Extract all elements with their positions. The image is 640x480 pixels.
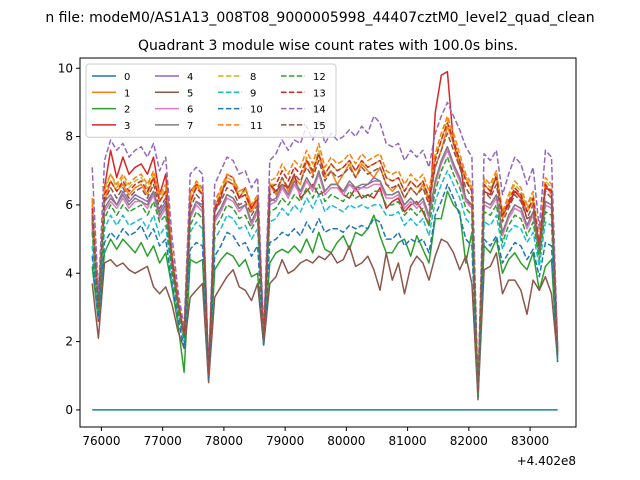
legend-label-2: 2	[124, 105, 130, 116]
y-tick-label: 10	[58, 61, 73, 75]
legend-label-9: 9	[250, 88, 256, 99]
legend-label-10: 10	[250, 105, 263, 116]
chart-title: Quadrant 3 module wise count rates with …	[138, 38, 518, 54]
legend-label-4: 4	[187, 72, 193, 83]
x-axis: 76000 77000 78000 79000 80000 81000 82000 83000	[82, 427, 549, 448]
series-line-10	[91, 183, 559, 398]
x-tick-label: 78000	[205, 434, 243, 448]
y-tick-label: 0	[65, 403, 73, 417]
legend-label-13: 13	[313, 88, 326, 99]
x-tick-label: 80000	[327, 434, 365, 448]
y-tick-label: 8	[65, 130, 73, 144]
legend-label-0: 0	[124, 72, 130, 83]
legend-label-12: 12	[313, 72, 326, 83]
series-line-9	[91, 170, 559, 398]
x-tick-label: 77000	[144, 434, 182, 448]
y-tick-label: 6	[65, 198, 73, 212]
legend-label-3: 3	[124, 121, 130, 132]
x-tick-label: 83000	[511, 434, 549, 448]
legend-label-7: 7	[187, 121, 193, 132]
series-line-12	[91, 156, 559, 398]
series-line-8	[91, 118, 559, 394]
series-line-5	[91, 238, 559, 401]
series-line-15	[91, 132, 559, 394]
legend-label-11: 11	[250, 121, 263, 132]
legend-label-14: 14	[313, 105, 326, 116]
y-tick-label: 2	[65, 335, 73, 349]
axes-frame	[79, 57, 577, 428]
legend-label-1: 1	[124, 88, 130, 99]
x-tick-label: 82000	[450, 434, 488, 448]
y-axis: 0 2 4 6 8 10	[58, 61, 80, 417]
plot-area	[79, 57, 577, 428]
legend-label-6: 6	[187, 105, 193, 116]
legend-label-8: 8	[250, 72, 256, 83]
figure-suptitle: n file: modeM0/AS1A13_008T08_9000005998_…	[45, 10, 594, 26]
legend-box	[85, 63, 337, 138]
x-offset-label: +4.402e8	[517, 454, 576, 468]
x-tick-label: 81000	[389, 434, 427, 448]
series-line-11	[91, 115, 559, 394]
series-line-14	[91, 101, 559, 391]
series-layer	[91, 70, 559, 411]
legend-label-15: 15	[313, 121, 326, 132]
x-tick-label: 76000	[82, 434, 120, 448]
legend-label-5: 5	[187, 88, 193, 99]
y-tick-label: 4	[65, 266, 73, 280]
x-tick-label: 79000	[266, 434, 304, 448]
